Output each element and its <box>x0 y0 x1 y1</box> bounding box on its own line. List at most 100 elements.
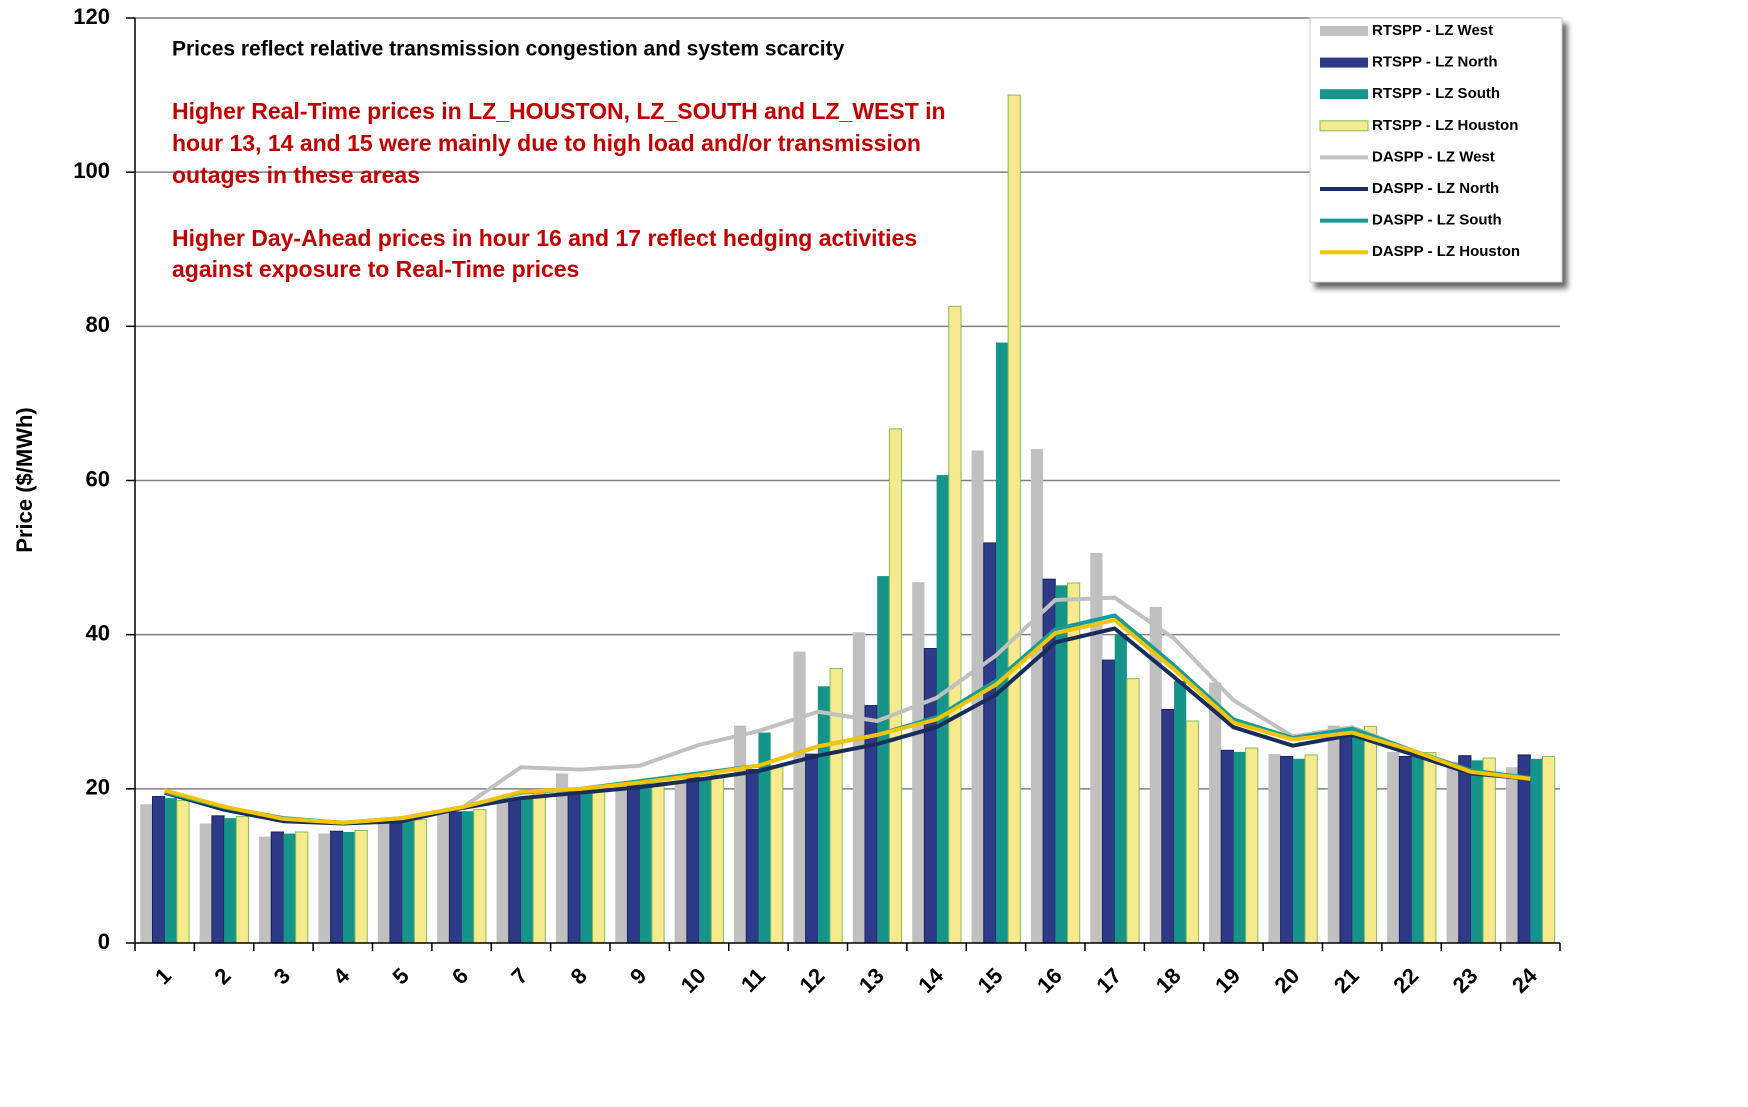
bar <box>473 809 487 944</box>
bar <box>651 782 665 944</box>
bar <box>342 832 356 943</box>
bar <box>259 836 272 943</box>
bar <box>1268 754 1281 943</box>
bar <box>983 542 997 944</box>
x-tick-label: 16 <box>1032 963 1067 998</box>
legend-swatch <box>1320 57 1368 68</box>
legend-swatch <box>1320 26 1368 36</box>
annotation: Prices reflect relative transmission con… <box>172 38 845 61</box>
bar <box>508 798 522 944</box>
bar <box>151 796 166 944</box>
bar <box>520 796 534 943</box>
legend-label: RTSPP - LZ West <box>1372 22 1493 39</box>
annotation: Higher Day-Ahead prices in hour 16 and 1… <box>172 225 917 251</box>
bar <box>496 800 509 943</box>
bar <box>936 475 949 943</box>
legend-label: DASPP - LZ South <box>1372 212 1502 229</box>
y-tick-label: 0 <box>98 929 110 954</box>
bar <box>1292 758 1306 943</box>
bar <box>1530 758 1543 943</box>
legend-swatch <box>1319 120 1369 132</box>
bar <box>1517 754 1531 944</box>
bar <box>164 798 177 943</box>
x-tick-label: 4 <box>328 962 355 989</box>
bar <box>745 769 759 944</box>
bar <box>199 823 212 943</box>
x-tick-label: 21 <box>1329 963 1364 998</box>
bar <box>1126 678 1140 944</box>
bar <box>995 342 1009 943</box>
bar <box>1363 725 1378 944</box>
annotation: hour 13, 14 and 15 were mainly due to hi… <box>172 130 921 156</box>
bar <box>377 823 390 943</box>
bar <box>1387 751 1400 943</box>
bar <box>413 819 428 944</box>
x-tick-label: 22 <box>1388 963 1423 998</box>
bar <box>615 784 628 943</box>
bar <box>532 792 546 944</box>
x-tick-label: 18 <box>1151 963 1186 998</box>
y-tick-label: 80 <box>86 312 110 337</box>
bar <box>829 668 843 944</box>
bar <box>448 811 463 944</box>
x-tick-label: 12 <box>794 963 829 998</box>
bar <box>1114 634 1127 943</box>
bar <box>805 753 819 944</box>
bar <box>318 833 331 943</box>
line <box>164 595 1531 826</box>
legend-label: RTSPP - LZ South <box>1372 85 1500 102</box>
bar <box>1304 754 1318 944</box>
bar <box>626 784 641 944</box>
bar <box>224 818 237 943</box>
annotation: outages in these areas <box>172 162 420 188</box>
bar <box>1233 751 1246 943</box>
bar <box>758 732 771 943</box>
bar <box>770 765 784 944</box>
bar <box>1411 755 1424 943</box>
bar <box>1007 94 1021 944</box>
y-tick-label: 20 <box>86 775 110 800</box>
bar <box>1352 731 1365 943</box>
bar <box>1101 659 1116 944</box>
bar <box>639 783 652 943</box>
bar <box>864 705 878 944</box>
line <box>164 613 1531 825</box>
bar <box>1209 682 1222 943</box>
bar <box>674 781 687 943</box>
bar <box>270 831 284 944</box>
bar <box>437 811 450 943</box>
bar <box>877 576 890 943</box>
legend-label: DASPP - LZ West <box>1372 148 1495 165</box>
bar <box>389 821 403 944</box>
bar <box>912 582 925 943</box>
legend-label: RTSPP - LZ Houston <box>1372 117 1518 134</box>
x-tick-label: 14 <box>913 962 949 998</box>
bar <box>295 831 309 944</box>
bar <box>734 725 747 943</box>
bar <box>1149 606 1162 943</box>
bar <box>1055 585 1068 943</box>
bar <box>1458 755 1472 944</box>
bar <box>211 815 225 944</box>
bar <box>1030 448 1044 943</box>
annotation: against exposure to Real-Time prices <box>172 256 579 282</box>
bar <box>283 833 296 943</box>
annotation: Higher Real-Time prices in LZ_HOUSTON, L… <box>172 98 946 124</box>
x-tick-label: 2 <box>209 963 235 989</box>
x-tick-label: 9 <box>625 963 651 989</box>
bar <box>699 777 712 943</box>
x-tick-label: 19 <box>1210 963 1245 998</box>
x-tick-label: 24 <box>1507 962 1543 998</box>
bar <box>402 821 415 943</box>
x-tick-label: 5 <box>387 963 413 989</box>
bar <box>686 776 700 944</box>
bar <box>1185 720 1199 944</box>
x-tick-label: 13 <box>854 963 889 998</box>
y-axis-label: Price ($/MWh) <box>12 407 37 552</box>
x-tick-label: 3 <box>269 963 295 989</box>
x-tick-label: 11 <box>736 963 770 997</box>
bar <box>817 686 831 943</box>
bar <box>461 811 474 943</box>
line <box>164 618 1531 825</box>
